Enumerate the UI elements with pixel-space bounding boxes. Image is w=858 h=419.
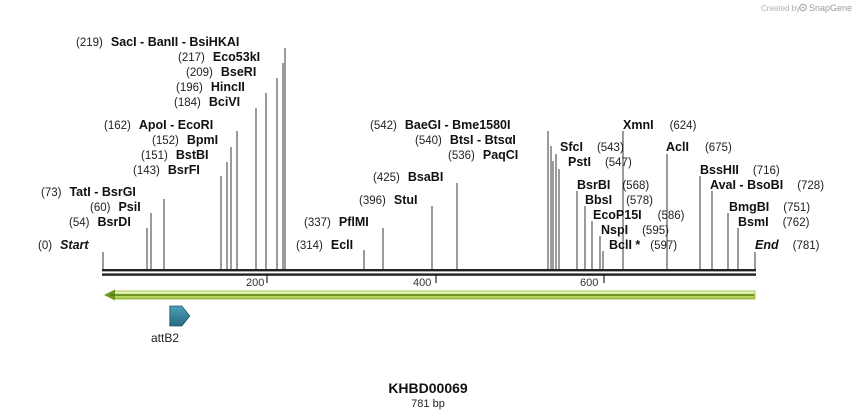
ruler-tick-600: 600 <box>580 277 598 289</box>
enzyme-label-bseri[interactable]: (209) BseRI <box>186 65 256 79</box>
sequence-title: KHBD00069 <box>388 380 468 396</box>
enzyme-label-sfci[interactable]: SfcI (543) <box>560 140 624 154</box>
enzyme-label-hincii[interactable]: (196) HincII <box>176 80 245 94</box>
ruler-tick-400: 400 <box>413 277 431 289</box>
orf-arrow[interactable] <box>104 289 756 301</box>
end-label: End (781) <box>755 238 820 252</box>
enzyme-label-xmni[interactable]: XmnI (624) <box>623 118 697 132</box>
enzyme-label-btsi[interactable]: (540) BtsI - BtsαI <box>415 133 516 147</box>
enzyme-label-pflmi[interactable]: (337) PflMI <box>304 215 369 229</box>
enzyme-label-apoi[interactable]: (162) ApoI - EcoRI <box>104 118 213 132</box>
enzyme-label-bcli[interactable]: BclI * (597) <box>609 238 677 252</box>
ruler: 200 400 600 <box>246 275 605 289</box>
enzyme-label-bsabi[interactable]: (425) BsaBI <box>373 170 443 184</box>
enzyme-label-bmgbi[interactable]: BmgBI (751) <box>729 200 810 214</box>
enzyme-label-bcivi[interactable]: (184) BciVI <box>174 95 240 109</box>
credit-brand: SnapGene <box>809 3 852 13</box>
enzyme-label-paqci[interactable]: (536) PaqCI <box>448 148 518 162</box>
enzyme-label-psti[interactable]: PstI (547) <box>568 155 632 169</box>
snapgene-logo-icon <box>799 3 807 12</box>
feature-attb2[interactable]: attB2 <box>151 305 191 345</box>
enzyme-label-bsrbi[interactable]: BsrBI (568) <box>577 178 649 192</box>
sequence-length: 781 bp <box>411 398 445 410</box>
cut-site-lines <box>102 48 756 270</box>
enzyme-label-psii[interactable]: (60) PsiI <box>90 200 141 214</box>
feature-attb2-label: attB2 <box>151 331 179 345</box>
enzyme-label-stui[interactable]: (396) StuI <box>359 193 417 207</box>
enzyme-label-bsshii[interactable]: BssHII (716) <box>700 163 780 177</box>
enzyme-label-avai[interactable]: AvaI - BsoBI (728) <box>710 178 824 192</box>
enzyme-label-saci[interactable]: (219) SacI - BanII - BsiHKAI <box>76 35 239 49</box>
ruler-tick-200: 200 <box>246 277 264 289</box>
enzyme-label-bbsi[interactable]: BbsI (578) <box>585 193 653 207</box>
enzyme-label-acli[interactable]: AclI (675) <box>666 140 732 154</box>
credit-text: Created by <box>761 4 800 13</box>
sequence-backbone <box>102 269 756 276</box>
enzyme-label-baegi[interactable]: (542) BaeGI - Bme1580I <box>370 118 510 132</box>
enzyme-label-eco53ki[interactable]: (217) Eco53kI <box>178 50 260 64</box>
enzyme-label-tati[interactable]: (73) TatI - BsrGI <box>41 185 136 199</box>
start-label: (0) Start <box>38 238 89 252</box>
enzyme-label-ecop15i[interactable]: EcoP15I (586) <box>593 208 685 222</box>
enzyme-label-bsmi[interactable]: BsmI (762) <box>738 215 810 229</box>
enzyme-label-bpmi[interactable]: (152) BpmI <box>152 133 218 147</box>
enzyme-label-ecli[interactable]: (314) EclI <box>296 238 353 252</box>
enzyme-label-bsrfi[interactable]: (143) BsrFI <box>133 163 200 177</box>
enzyme-label-bsrdi[interactable]: (54) BsrDI <box>69 215 131 229</box>
enzyme-label-nspi[interactable]: NspI (595) <box>601 223 669 237</box>
enzyme-label-bstbi[interactable]: (151) BstBI <box>141 148 209 162</box>
